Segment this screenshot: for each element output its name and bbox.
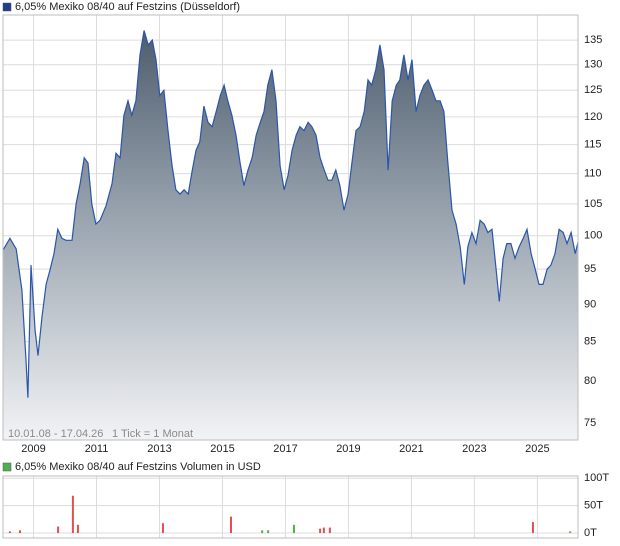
y-tick-label: 100T bbox=[584, 472, 609, 484]
x-tick-label: 2009 bbox=[21, 443, 45, 455]
y-tick-label: 135 bbox=[584, 34, 602, 46]
x-tick-label: 2017 bbox=[273, 443, 297, 455]
date-range-note: 10.01.08 - 17.04.26 bbox=[8, 428, 103, 440]
price-panel: 6,05% Mexiko 08/40 auf Festzins (Düsseld… bbox=[2, 1, 602, 455]
volume-bar bbox=[267, 530, 270, 534]
tick-note: 1 Tick = 1 Monat bbox=[112, 428, 193, 440]
volume-panel: 6,05% Mexiko 08/40 auf Festzins Volumen … bbox=[2, 461, 609, 539]
y-tick-label: 130 bbox=[584, 59, 602, 71]
volume-bar bbox=[292, 524, 295, 534]
y-tick-label: 105 bbox=[584, 198, 602, 210]
y-tick-label: 100 bbox=[584, 230, 602, 242]
y-tick-label: 125 bbox=[584, 84, 602, 96]
volume-bar bbox=[8, 531, 11, 534]
volume-bar bbox=[76, 524, 79, 534]
x-tick-label: 2019 bbox=[336, 443, 360, 455]
y-tick-label: 80 bbox=[584, 375, 596, 387]
x-tick-label: 2023 bbox=[462, 443, 486, 455]
legend-label: 6,05% Mexiko 08/40 auf Festzins Volumen … bbox=[15, 461, 261, 473]
volume-bar bbox=[57, 526, 60, 534]
legend-swatch bbox=[2, 2, 12, 12]
price-line bbox=[2, 30, 579, 398]
plot-frame bbox=[2, 14, 579, 441]
volume-bar bbox=[328, 527, 331, 534]
legend-label: 6,05% Mexiko 08/40 auf Festzins (Düsseld… bbox=[15, 1, 240, 13]
y-tick-label: 85 bbox=[584, 336, 596, 348]
legend-swatch bbox=[2, 462, 12, 472]
y-tick-label: 115 bbox=[584, 139, 602, 151]
x-tick-label: 2011 bbox=[85, 443, 109, 455]
volume-bar bbox=[71, 495, 74, 534]
volume-bar bbox=[161, 523, 164, 534]
y-tick-label: 95 bbox=[584, 263, 596, 275]
y-tick-label: 75 bbox=[584, 417, 596, 429]
volume-bar bbox=[19, 530, 22, 534]
y-tick-label: 0T bbox=[584, 527, 597, 539]
y-tick-label: 110 bbox=[584, 168, 602, 180]
x-tick-label: 2015 bbox=[210, 443, 234, 455]
y-tick-label: 50T bbox=[584, 500, 603, 512]
volume-bar bbox=[261, 530, 264, 534]
volume-bar bbox=[229, 516, 232, 534]
x-tick-label: 2013 bbox=[147, 443, 171, 455]
volume-bar bbox=[319, 528, 322, 534]
plot-background bbox=[3, 476, 578, 538]
plot-frame bbox=[2, 475, 579, 539]
volume-bar bbox=[531, 522, 534, 534]
x-tick-label: 2021 bbox=[399, 443, 423, 455]
volume-bar bbox=[322, 527, 325, 534]
y-tick-label: 120 bbox=[584, 111, 602, 123]
y-tick-label: 90 bbox=[584, 298, 596, 310]
volume-bar bbox=[569, 531, 572, 534]
area-fill bbox=[3, 30, 578, 440]
x-tick-label: 2025 bbox=[525, 443, 549, 455]
